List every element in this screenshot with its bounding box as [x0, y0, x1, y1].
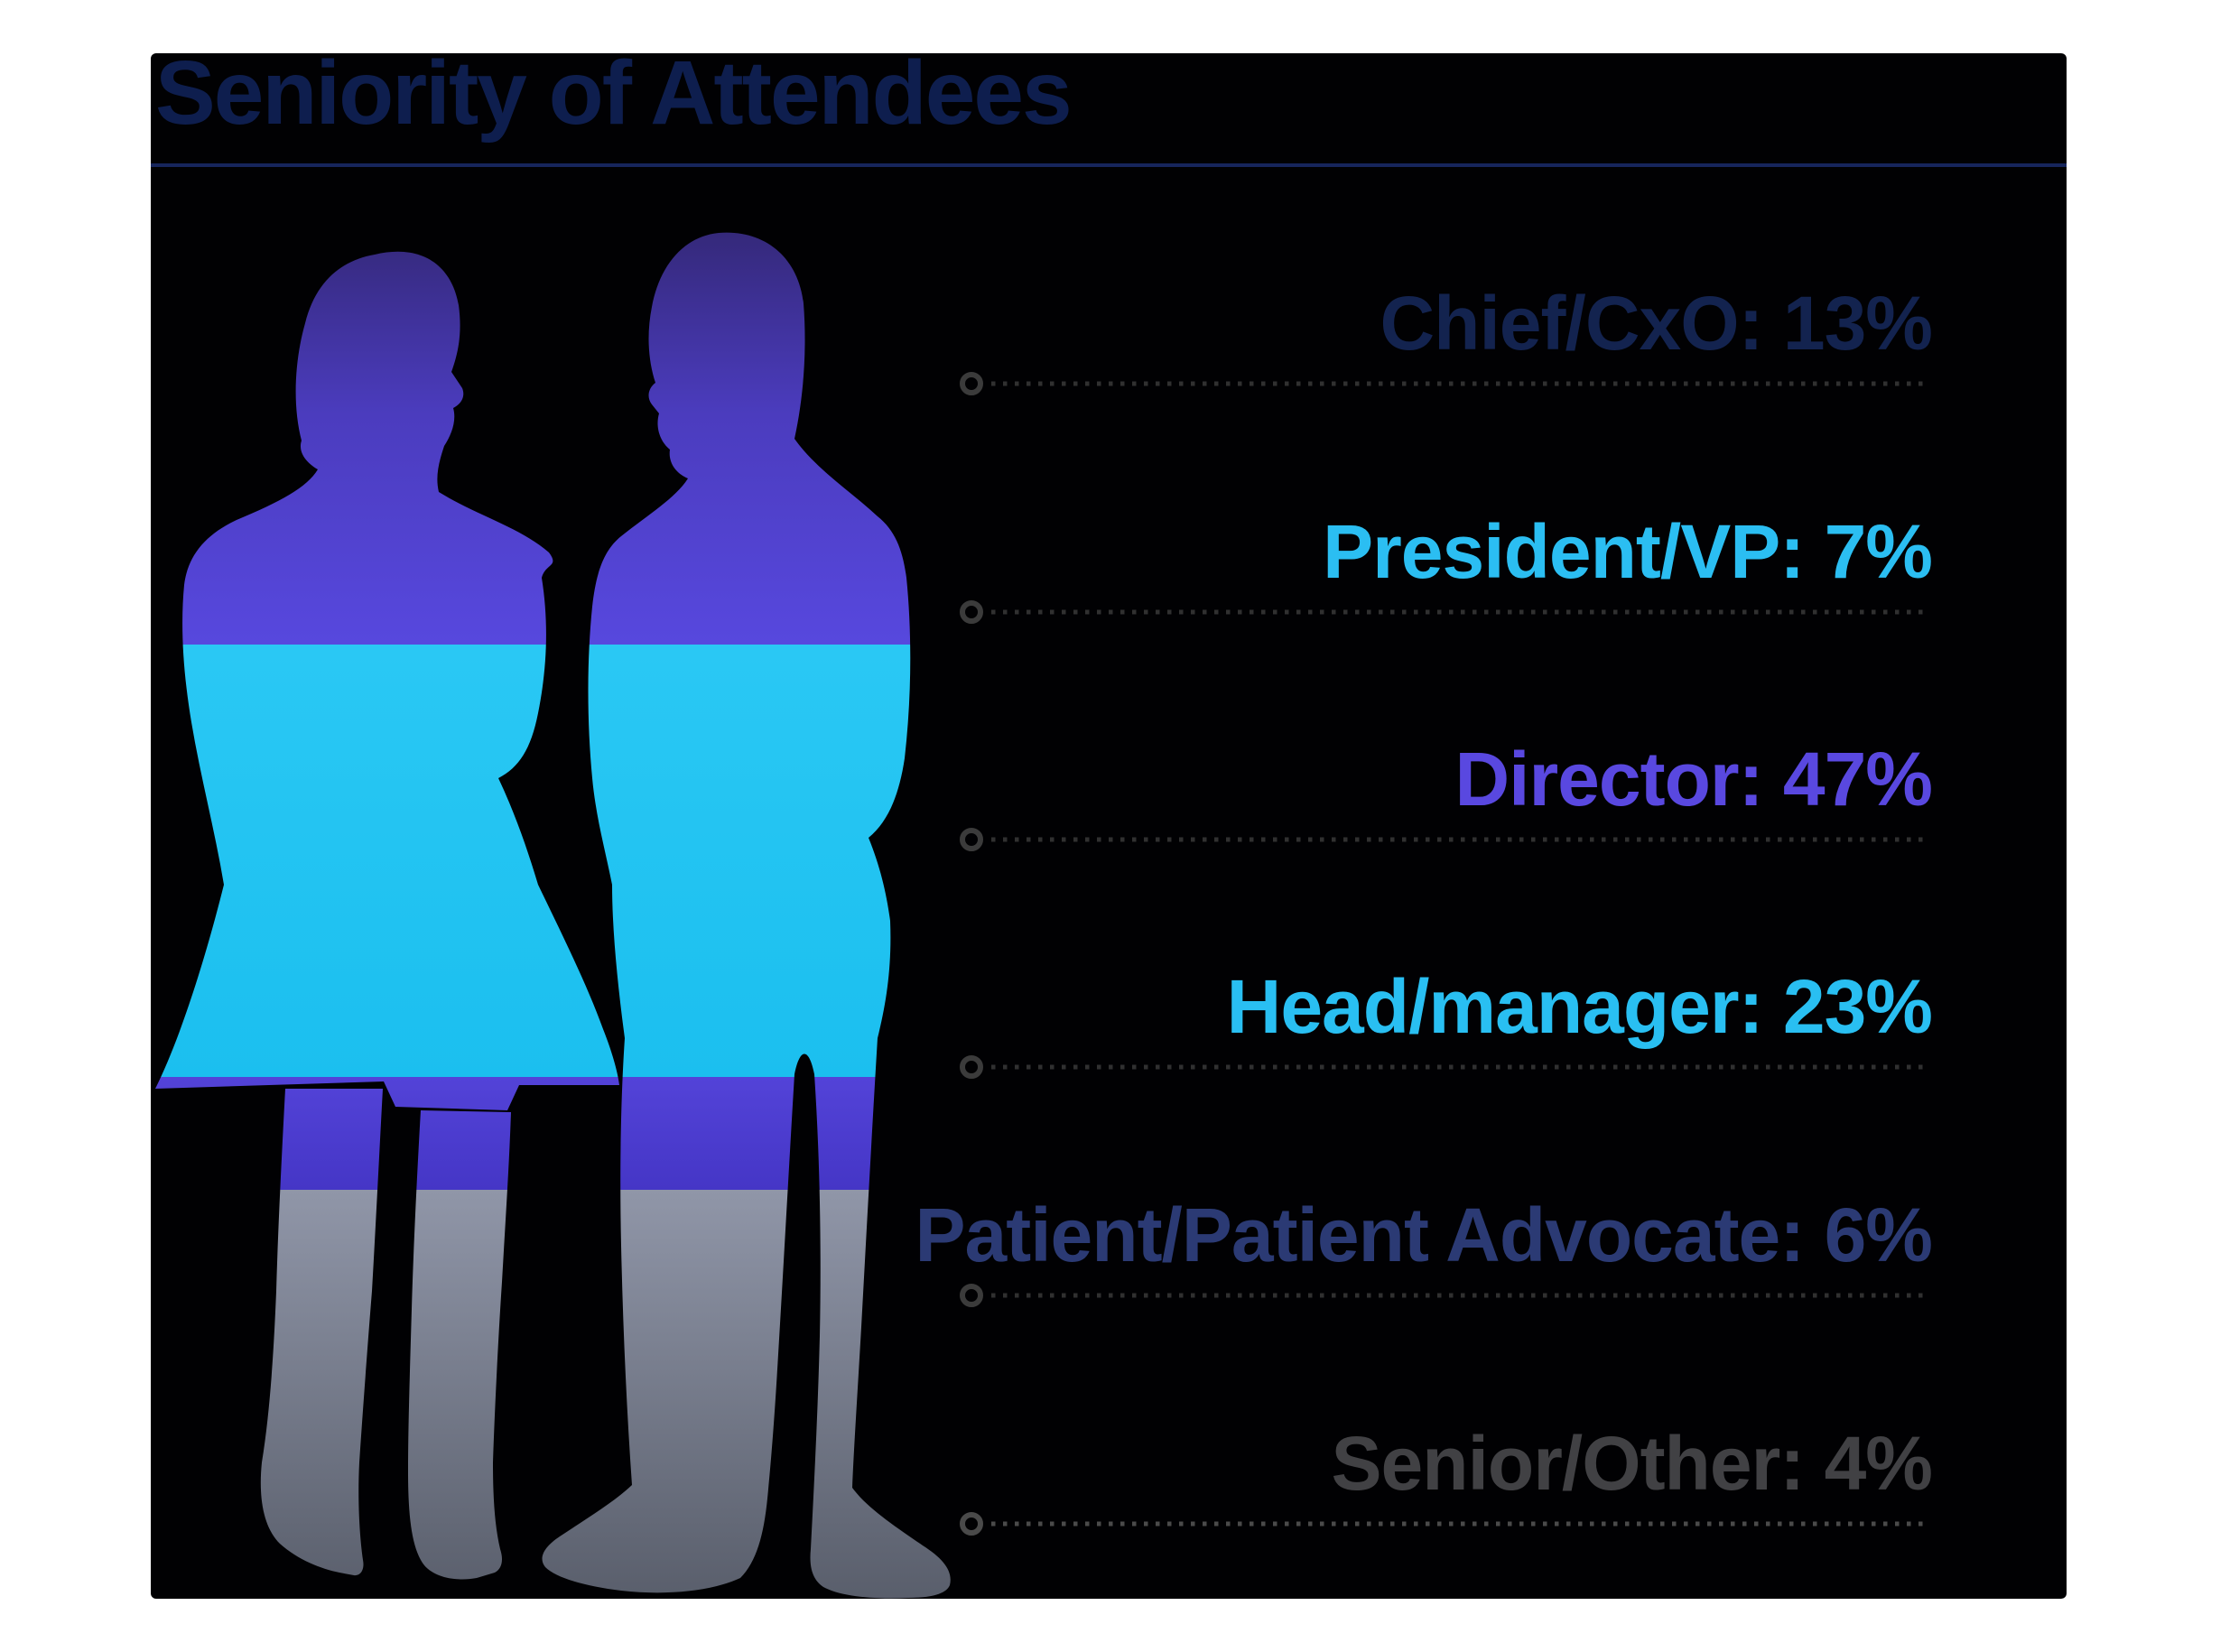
leader-line-senior	[960, 1512, 1928, 1536]
label-head-manager: Head/manager: 23%	[1226, 964, 1933, 1049]
label-director: Director: 47%	[1454, 737, 1933, 821]
ring-icon	[960, 1512, 983, 1536]
leader-line-patient	[960, 1284, 1928, 1307]
label-patient-advocate: Patient/Patient Advocate: 6%	[915, 1193, 1933, 1277]
label-chief-cxo: Chief/CxO: 13%	[1380, 281, 1933, 366]
label-president-vp: President/VP: 7%	[1323, 509, 1933, 594]
leader-line-president	[960, 600, 1928, 624]
silhouette-color-bands	[155, 232, 951, 1599]
ring-icon	[960, 1284, 983, 1307]
title-underline	[151, 163, 2067, 167]
ring-icon	[960, 600, 983, 624]
ring-icon	[960, 372, 983, 395]
page-title: Seniority of Attendees	[155, 42, 1073, 144]
ring-icon	[960, 828, 983, 851]
ring-icon	[960, 1055, 983, 1079]
label-senior-other: Senior/Other: 4%	[1331, 1421, 1933, 1506]
leader-line-head-manager	[960, 1055, 1928, 1079]
leader-line-chief	[960, 372, 1928, 395]
leader-line-director	[960, 828, 1928, 851]
